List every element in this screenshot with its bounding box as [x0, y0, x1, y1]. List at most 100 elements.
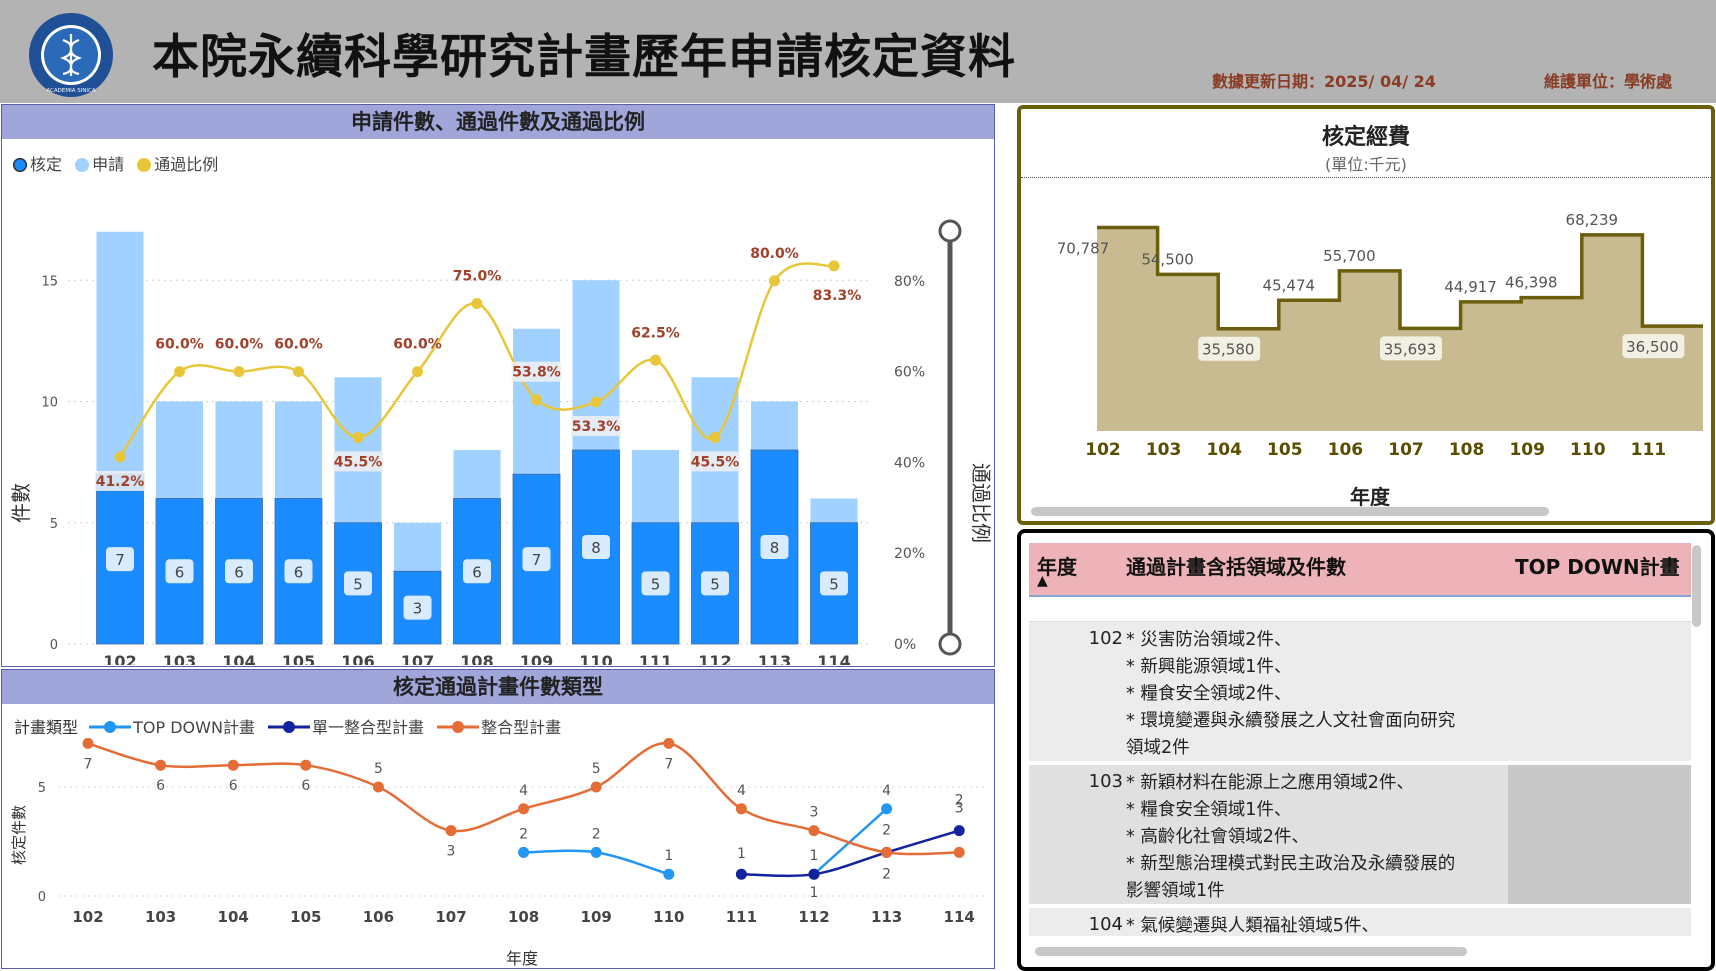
series-data-label: 7 — [664, 756, 673, 772]
applications-combo-chart[interactable]: 件數 通過比例 年度 0510150%20%40%60%80%710261036… — [2, 145, 994, 665]
series-point — [300, 759, 312, 771]
legend-integrated-label[interactable]: 整合型計畫 — [481, 718, 562, 737]
column-header-year[interactable]: 年度 — [1037, 555, 1077, 579]
table-vertical-scrollbar[interactable] — [1692, 545, 1701, 627]
ratio-data-label: 45.5% — [334, 454, 383, 470]
row-area-line: 領域2件 — [1126, 738, 1190, 758]
bar-value-label-bg — [106, 547, 134, 572]
x-tick-label: 112 — [798, 908, 829, 926]
series-data-label: 5 — [592, 761, 601, 777]
y-axis-label: 件數 — [9, 483, 33, 523]
funding-horizontal-scrollbar[interactable] — [1031, 507, 1549, 516]
x-tick-label: 109 — [520, 652, 553, 665]
bar-value-label-bg — [344, 571, 372, 596]
ratio-point — [590, 396, 602, 408]
row-year: 102 — [1088, 628, 1123, 649]
series-point — [953, 846, 965, 858]
project-types-legend: 計畫類型 TOP DOWN計畫 單一整合型計畫 整合型計畫 — [14, 714, 561, 738]
x-tick-label: 102 — [1085, 440, 1121, 460]
bar-value-label: 5 — [651, 575, 661, 593]
ratio-point — [233, 366, 245, 378]
series-data-label: 6 — [229, 778, 238, 794]
funding-data-label: 54,500 — [1141, 250, 1194, 268]
x-tick-label: 106 — [363, 908, 394, 926]
ratio-label-bg — [511, 361, 562, 382]
funding-data-label: 46,398 — [1505, 274, 1558, 292]
applications-chart-title: 申請件數、通過件數及通過比例 — [2, 105, 994, 139]
x-tick-label: 108 — [508, 908, 539, 926]
sort-ascending-icon[interactable]: ▲ — [1037, 573, 1048, 589]
x-tick-label: 107 — [401, 652, 434, 665]
bar-value-label-bg — [284, 559, 313, 584]
legend-title: 計畫類型 — [14, 718, 79, 737]
x-tick-label: 105 — [290, 908, 321, 926]
table-horizontal-scrollbar[interactable] — [1035, 947, 1467, 956]
series-point — [155, 759, 167, 771]
funding-x-axis-label: 年度 — [1350, 485, 1391, 509]
x-tick-label: 103 — [145, 908, 176, 926]
ratio-data-label: 60.0% — [393, 337, 442, 353]
ratio-data-label: 75.0% — [453, 269, 502, 285]
x-tick-label: 112 — [698, 652, 731, 665]
funding-data-label: 68,239 — [1566, 211, 1619, 229]
series-point — [881, 846, 893, 858]
y2-tick-label: 80% — [894, 274, 925, 290]
y-tick-label: 0 — [38, 890, 46, 905]
legend-ratio-label[interactable]: 通過比例 — [154, 155, 219, 174]
ratio-data-label: 60.0% — [274, 337, 323, 353]
funding-step-area-chart[interactable]: 年度 102 70,787 103 54,500 104 35,580 105 45,474 1… — [1021, 179, 1711, 509]
bar-value-label: 7 — [532, 551, 542, 569]
x-tick-label: 111 — [726, 908, 757, 926]
series-data-label: 3 — [955, 801, 964, 817]
bar-value-label: 6 — [234, 563, 244, 581]
y-tick-label: 15 — [41, 274, 58, 289]
bar-value-label: 7 — [115, 551, 125, 569]
column-header-topdown[interactable]: TOP DOWN計畫 — [1515, 555, 1680, 579]
legend-single-label[interactable]: 單一整合型計畫 — [312, 718, 425, 737]
series-data-label: 2 — [955, 792, 964, 808]
x-tick-label: 110 — [579, 652, 612, 665]
bar-value-label-bg — [820, 571, 848, 596]
ratio-point — [471, 298, 483, 309]
series-point — [953, 825, 965, 837]
table-row[interactable]: 102 * 災害防治領域2件、 * 新興能源領域1件、 * 糧食安全領域2件、 … — [1029, 622, 1691, 761]
bar-value-label: 3 — [413, 600, 423, 618]
x-tick-label: 108 — [1449, 440, 1485, 460]
row-area-line: * 災害防治領域2件、 — [1126, 630, 1292, 650]
legend-applied-dot — [75, 158, 90, 172]
series-point — [735, 868, 747, 880]
series-point — [808, 868, 820, 880]
page-title: 本院永續科學研究計畫歷年申請核定資料 — [152, 30, 1016, 85]
funding-step-line — [1097, 225, 1703, 331]
series-data-label: 3 — [447, 844, 456, 860]
x-tick-label: 102 — [72, 908, 103, 926]
bar-value-label-bg — [760, 535, 789, 559]
x-tick-label: 104 — [1206, 440, 1242, 460]
series-data-label: 4 — [882, 783, 891, 799]
ratio-point — [174, 366, 185, 378]
funding-chart-title: 核定經費 — [1321, 125, 1410, 150]
x-tick-label: 107 — [435, 908, 466, 926]
x-tick-label: 103 — [1146, 440, 1182, 460]
series-data-label: 2 — [519, 826, 528, 842]
funding-data-label: 55,700 — [1323, 247, 1376, 265]
legend-applied-label[interactable]: 申請 — [92, 155, 125, 174]
range-slider-top-handle[interactable] — [938, 219, 962, 243]
table-row[interactable]: 104 * 氣候變遷與人類福祉領域5件、 — [1029, 908, 1691, 936]
row-area-line: * 新興能源領域1件、 — [1126, 657, 1292, 677]
series-point — [372, 781, 384, 793]
funding-label-bg — [1198, 336, 1261, 361]
range-slider-bottom-handle[interactable] — [938, 632, 962, 656]
series-data-label: 1 — [810, 885, 819, 901]
legend-approved-label[interactable]: 核定 — [30, 155, 63, 174]
column-header-areas[interactable]: 通過計畫含括領域及件數 — [1126, 555, 1346, 579]
table-row[interactable]: 103 * 新穎材料在能源上之應用領域2件、 * 糧食安全領域1件、 * 高齡化… — [1029, 765, 1691, 904]
legend-topdown-label[interactable]: TOP DOWN計畫 — [133, 718, 255, 737]
ratio-label-bg — [571, 416, 621, 437]
row-area-line: * 糧食安全領域1件、 — [1126, 800, 1292, 820]
types-y-axis-label: 核定件數 — [10, 805, 28, 865]
ratio-data-label: 80.0% — [750, 246, 799, 262]
series-line-single — [741, 829, 960, 878]
series-point — [445, 825, 457, 837]
